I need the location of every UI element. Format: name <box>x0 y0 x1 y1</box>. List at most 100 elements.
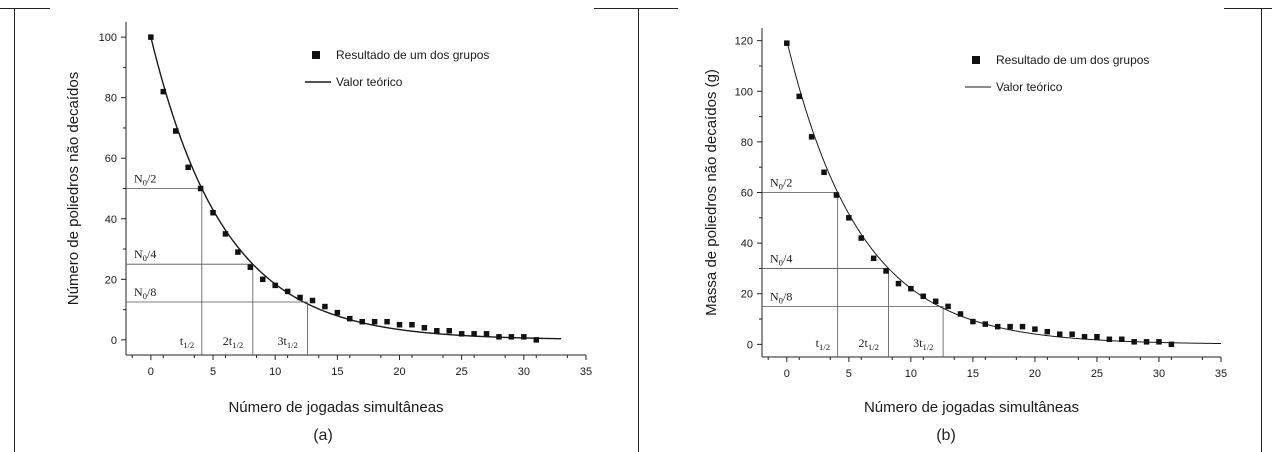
x-tick-label: 30 <box>1153 368 1165 380</box>
data-point <box>895 280 902 287</box>
guide-label-n0-2: N0/4 <box>134 247 156 263</box>
caption-b: (b) <box>936 427 956 444</box>
y-tick-label: 80 <box>741 137 753 149</box>
data-point <box>982 321 989 327</box>
data-point <box>471 331 477 337</box>
half-life-label-2: 2t1/2 <box>223 334 243 350</box>
data-point <box>1069 331 1075 337</box>
data-point <box>409 321 415 328</box>
data-point <box>1056 331 1063 337</box>
x-tick-label: 25 <box>456 366 468 378</box>
data-point <box>235 249 241 255</box>
half-life-label-2: 2t1/2 <box>859 336 879 352</box>
legend-label-line: Valor teórico <box>336 75 403 89</box>
data-point <box>185 164 191 171</box>
data-point <box>458 331 465 337</box>
x-tick-label: 5 <box>846 368 852 380</box>
frame-left-border <box>14 8 15 452</box>
x-tick-label: 15 <box>331 366 343 378</box>
guide-label-n0-2: N0/4 <box>770 251 792 267</box>
data-point <box>784 40 790 46</box>
y-tick-label: 20 <box>105 274 117 286</box>
y-tick-label: 100 <box>735 86 753 98</box>
data-point <box>483 331 490 337</box>
data-point <box>1156 339 1162 345</box>
data-point <box>222 231 229 237</box>
data-point <box>1131 339 1137 345</box>
x-tick-label: 30 <box>518 366 530 378</box>
chart-panel-b: 0 5 10 15 20 25 30 35 0 20 40 60 80 100 120 Número de j… <box>703 28 1227 416</box>
half-life-label-1: t1/2 <box>816 336 830 352</box>
data-point <box>359 318 365 325</box>
y-tick-label: 80 <box>105 93 117 105</box>
y-tick-label: 100 <box>99 32 117 44</box>
data-point <box>858 235 864 241</box>
data-point <box>808 134 815 140</box>
y-tick-label: 0 <box>747 339 753 351</box>
guide-label-n0-3: N0/8 <box>770 289 792 305</box>
guide-label-n0-1: N0/2 <box>134 172 156 188</box>
data-point <box>796 93 802 100</box>
data-point <box>347 315 353 322</box>
data-point <box>908 285 914 292</box>
x-tick-label: 0 <box>148 366 154 378</box>
frame-top-middle <box>594 8 678 9</box>
data-point <box>957 311 964 317</box>
legend-label-line: Valor teórico <box>996 80 1063 94</box>
y-tick-label: 40 <box>741 238 753 250</box>
data-point <box>446 328 452 334</box>
y-tick-label: 60 <box>741 188 753 200</box>
frame-center-divider <box>638 8 639 452</box>
data-point <box>1044 328 1051 335</box>
frame-top-right <box>1224 8 1272 9</box>
x-tick-label: 20 <box>393 366 405 378</box>
theoretical-curve <box>150 36 562 340</box>
half-life-label-3: 3t1/2 <box>278 334 298 350</box>
x-tick-label: 35 <box>1215 368 1227 380</box>
x-tick-label: 0 <box>784 368 790 380</box>
data-point <box>247 264 254 270</box>
y-tick-label: 40 <box>105 214 117 226</box>
data-point <box>883 268 889 274</box>
data-point <box>197 185 204 192</box>
x-tick-label: 35 <box>580 366 592 378</box>
data-point <box>322 303 328 310</box>
data-point <box>1032 326 1038 332</box>
data-point <box>945 303 951 310</box>
x-tick-label: 5 <box>210 366 216 378</box>
frame-right-border <box>1261 8 1262 452</box>
legend-marker-square <box>312 51 320 59</box>
data-point <box>846 215 852 221</box>
data-point <box>508 334 515 340</box>
data-point <box>284 288 291 295</box>
x-axis-label: Número de jogadas simultâneas <box>228 399 443 416</box>
data-point <box>1081 334 1088 340</box>
data-point <box>334 309 341 316</box>
data-point <box>1007 323 1013 330</box>
data-point <box>970 318 976 325</box>
x-axis-label: Número de jogadas simultâneas <box>864 399 1079 416</box>
x-tick-label: 20 <box>1029 368 1041 380</box>
data-point <box>260 276 266 283</box>
data-point <box>533 337 540 343</box>
frame-top-left <box>0 8 50 9</box>
x-tick-label: 10 <box>269 366 281 378</box>
data-point <box>1094 334 1100 340</box>
data-point <box>1019 323 1026 330</box>
y-tick-label: 120 <box>735 36 753 48</box>
data-point <box>1106 336 1113 343</box>
data-point <box>210 209 216 216</box>
legend-marker-square <box>972 56 980 64</box>
guide-label-n0-3: N0/8 <box>134 285 156 301</box>
data-point <box>297 294 303 301</box>
data-point <box>496 334 502 340</box>
y-tick-label: 20 <box>741 289 753 301</box>
data-point <box>421 325 428 331</box>
data-point <box>1143 339 1150 345</box>
data-point <box>920 293 927 300</box>
y-axis-label: Massa de poliedros não decaídos (g) <box>703 69 720 316</box>
y-tick-label: 60 <box>105 153 117 165</box>
guide-label-n0-1: N0/2 <box>770 176 792 192</box>
data-point <box>833 192 840 198</box>
